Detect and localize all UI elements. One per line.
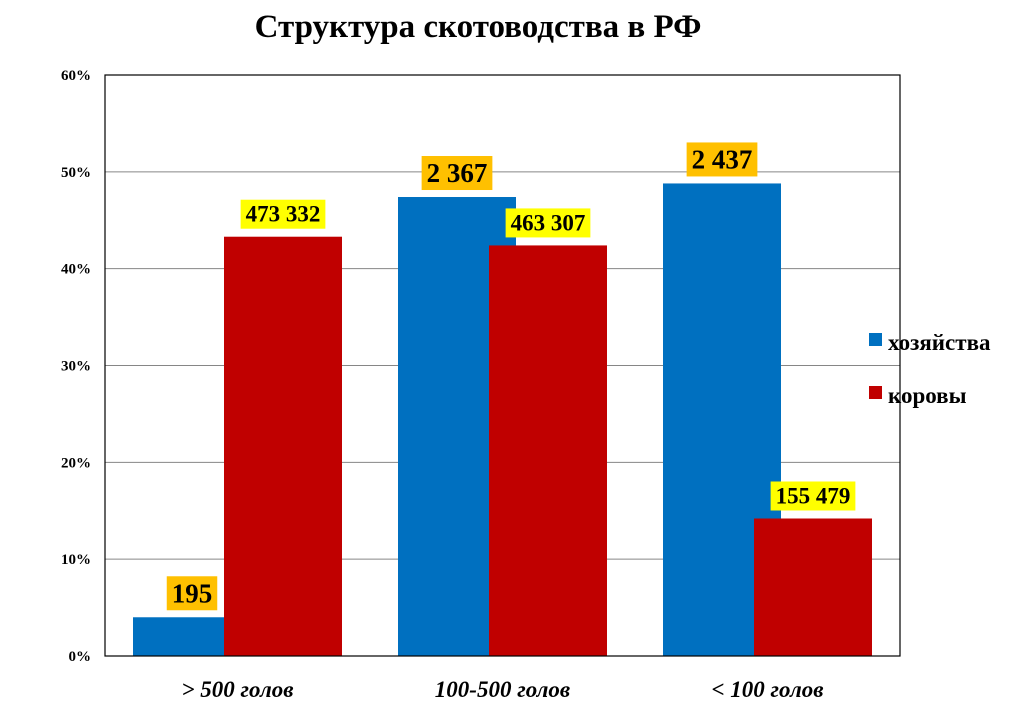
data-label-text: 195: [172, 578, 213, 608]
data-label-text: 155 479: [776, 483, 851, 508]
legend-label: хозяйства: [888, 330, 991, 355]
data-label-text: 463 307: [511, 210, 586, 235]
data-label-background: [421, 156, 493, 191]
x-tick-label: < 100 голов: [711, 677, 823, 702]
data-label-background: [240, 199, 326, 229]
data-label: 473 332: [240, 199, 326, 229]
data-label-text: 2 437: [692, 144, 753, 174]
data-label: 195: [166, 576, 218, 611]
y-tick-label: 30%: [61, 359, 91, 375]
plot-area-frame: [104, 74, 901, 657]
data-label-background: [166, 576, 218, 611]
chart-title: Структура скотоводства в РФ: [255, 9, 702, 45]
bar-cows: [224, 236, 342, 656]
data-label: 155 479: [770, 481, 856, 511]
y-tick-label: 40%: [61, 262, 91, 278]
legend-swatch: [869, 333, 882, 346]
data-label: 2 367: [421, 156, 493, 191]
data-label-text: 473 332: [246, 202, 321, 227]
y-tick-label: 20%: [61, 455, 91, 471]
y-tick-label: 50%: [61, 165, 91, 181]
bar-cows: [489, 245, 607, 656]
y-tick-label: 0%: [69, 649, 92, 665]
data-label-text: 2 367: [427, 158, 488, 188]
bar-cows: [754, 518, 872, 656]
x-tick-label: 100-500 голов: [435, 677, 570, 702]
data-label-background: [770, 481, 856, 511]
data-label: 2 437: [686, 142, 758, 177]
data-label-background: [505, 208, 591, 238]
legend-swatch: [869, 386, 882, 399]
y-tick-label: 60%: [61, 68, 91, 84]
x-tick-label: > 500 голов: [181, 677, 293, 702]
data-label: 463 307: [505, 208, 591, 238]
y-tick-label: 10%: [61, 552, 91, 568]
legend-label: коровы: [888, 383, 967, 408]
data-label-background: [686, 142, 758, 177]
